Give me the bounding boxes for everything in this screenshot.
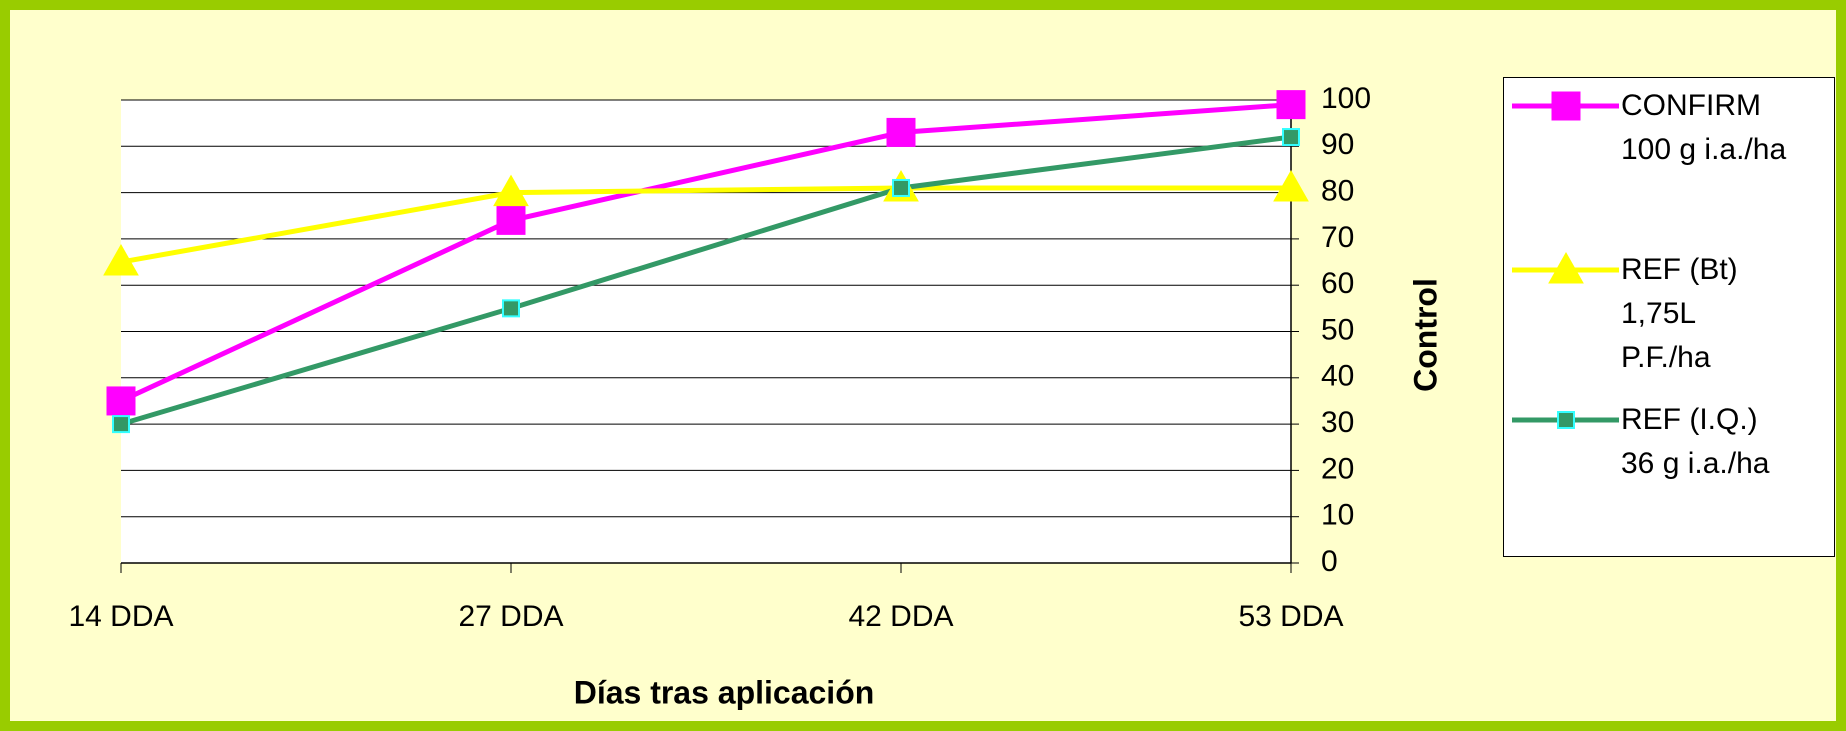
marker — [1273, 169, 1309, 202]
y-tick-label: 0 — [1321, 545, 1338, 578]
legend-label: REF (I.Q.) 36 g i.a./ha — [1621, 403, 1770, 480]
x-tick-label: 27 DDA — [458, 600, 563, 633]
legend-entry: CONFIRM 100 g i.a./ha — [1504, 84, 1834, 224]
marker — [502, 299, 520, 318]
legend: CONFIRM 100 g i.a./ha REF (Bt) 1,75L P.F.… — [1503, 77, 1835, 557]
series-line — [120, 134, 1292, 427]
y-tick-label: 20 — [1321, 452, 1354, 485]
x-tick-label: 14 DDA — [68, 600, 173, 633]
y-tick-label: 80 — [1321, 175, 1354, 208]
x-axis-title: Días tras aplicación — [574, 674, 875, 710]
marker — [1282, 128, 1300, 147]
legend-label: REF (Bt) 1,75L P.F./ha — [1621, 253, 1738, 374]
legend-label: CONFIRM 100 g i.a./ha — [1621, 89, 1787, 166]
legend-swatch — [1512, 91, 1619, 121]
series-line — [120, 185, 1291, 265]
series-line — [119, 102, 1292, 404]
x-tick-label: 42 DDA — [848, 600, 953, 633]
marker — [1551, 91, 1581, 121]
legend-swatch — [1512, 411, 1619, 429]
y-tick-label: 10 — [1321, 499, 1354, 532]
legend-swatch — [1512, 251, 1619, 284]
y-tick-label: 40 — [1321, 360, 1354, 393]
y-axis-title: Control — [1407, 278, 1443, 392]
marker — [106, 386, 136, 416]
marker — [1548, 251, 1584, 284]
legend-entry: REF (I.Q.) 36 g i.a./ha — [1504, 398, 1834, 538]
marker — [112, 415, 130, 434]
x-tick-label: 53 DDA — [1238, 600, 1343, 633]
y-tick-label: 100 — [1321, 82, 1371, 115]
marker — [886, 117, 916, 147]
marker — [496, 205, 526, 235]
marker — [1276, 90, 1306, 120]
marker — [493, 174, 529, 207]
y-tick-label: 30 — [1321, 406, 1354, 439]
marker — [892, 178, 910, 197]
y-tick-label: 50 — [1321, 313, 1354, 346]
y-tick-label: 60 — [1321, 267, 1354, 300]
legend-entry: REF (Bt) 1,75L P.F./ha — [1504, 248, 1834, 388]
y-tick-label: 70 — [1321, 221, 1354, 254]
y-tick-label: 90 — [1321, 128, 1354, 161]
marker — [103, 244, 139, 276]
marker — [1557, 411, 1575, 429]
